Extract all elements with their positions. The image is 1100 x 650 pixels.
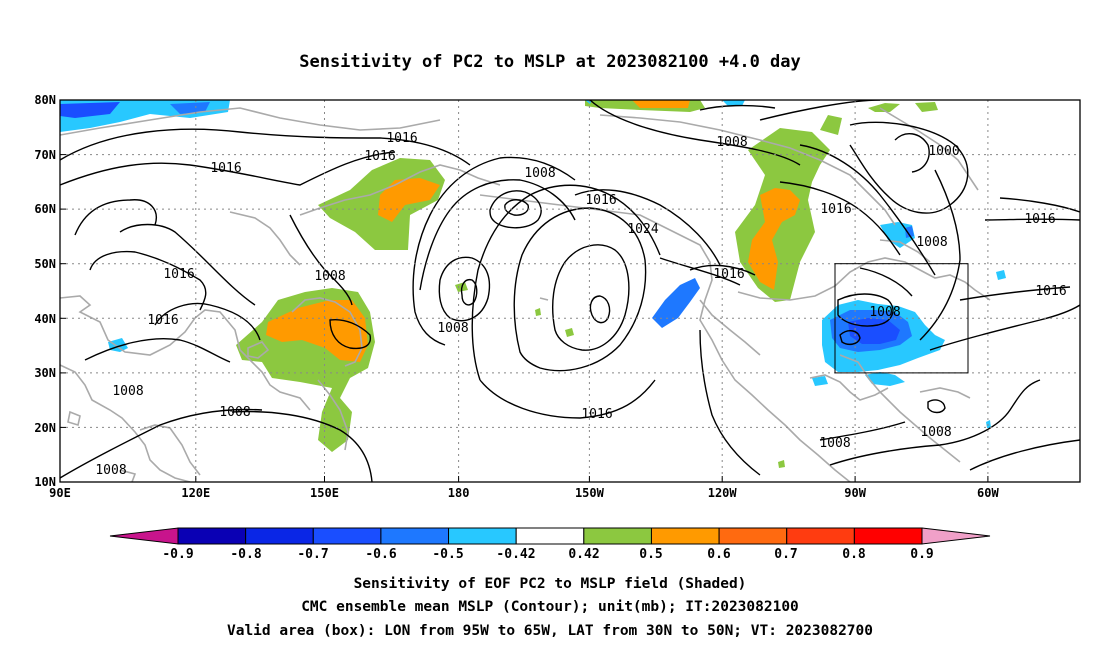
map-title: Sensitivity of PC2 to MSLP at 2023082100… (299, 52, 801, 72)
colorbar-label: -0.42 (496, 547, 535, 562)
lat-label: 40N (34, 312, 56, 326)
contour-label: 1008 (819, 436, 850, 451)
lat-ticks (60, 99, 66, 483)
contour-label: 1008 (112, 384, 143, 399)
map-area: 1016 1016 1016 1008 1016 1024 1008 1016 … (60, 100, 1080, 482)
lat-label: 80N (34, 93, 56, 107)
colorbar-cells (177, 527, 923, 545)
lon-labels: 90E 120E 150E 180 150W 120W 90W 60W (49, 486, 999, 500)
colorbar-label: -0.5 (432, 547, 463, 562)
colorbar-cell (583, 527, 652, 545)
lon-label: 60W (977, 486, 999, 500)
lon-label: 90E (49, 486, 71, 500)
contour-label: 1016 (820, 202, 851, 217)
contour-label: 1016 (163, 267, 194, 282)
contour-label: 1008 (920, 425, 951, 440)
lat-label: 60N (34, 202, 56, 216)
contour-labels: 1016 1016 1016 1008 1016 1024 1008 1016 … (95, 131, 1066, 478)
colorbar-cell (177, 527, 247, 545)
colorbar-label: 0.42 (568, 547, 599, 562)
colorbar-label: -0.8 (230, 547, 261, 562)
colorbar-cell (245, 527, 314, 545)
contour-label: 1016 (364, 149, 395, 164)
contour-label: 1016 (210, 161, 241, 176)
colorbar-label: 0.9 (910, 547, 933, 562)
colorbar-cell (718, 527, 788, 545)
lon-label: 150W (575, 486, 605, 500)
contour-label: 1008 (314, 269, 345, 284)
contour-label: 1008 (916, 235, 947, 250)
colorbar-cell (650, 527, 720, 545)
colorbar-label: -0.7 (297, 547, 328, 562)
lat-label: 20N (34, 421, 56, 435)
colorbar-label: 0.6 (707, 547, 731, 562)
contour-label: 1016 (1024, 212, 1055, 227)
mslp-contours (60, 100, 1080, 482)
colorbar-cell (515, 527, 585, 545)
lat-label: 50N (34, 257, 56, 271)
colorbar-labels: -0.9 -0.8 -0.7 -0.6 -0.5 -0.42 0.42 0.5 … (162, 547, 933, 562)
contour-label: 1016 (147, 313, 178, 328)
colorbar-low-extend (109, 527, 179, 545)
colorbar-high-extend (921, 527, 991, 545)
colorbar-cell (448, 527, 517, 545)
contour-label: 1008 (524, 166, 555, 181)
colorbar-label: 0.5 (639, 547, 662, 562)
caption-line-2: CMC ensemble mean MSLP (Contour); unit(m… (301, 599, 799, 615)
colorbar-cell (786, 527, 855, 545)
caption: Sensitivity of EOF PC2 to MSLP field (Sh… (227, 576, 873, 639)
coastlines (60, 107, 991, 482)
contour-label: 1000 (928, 144, 959, 159)
contour-label: 1016 (713, 267, 744, 282)
lon-label: 90W (844, 486, 866, 500)
colorbar-cell (312, 527, 382, 545)
contour-label: 1008 (95, 463, 126, 478)
map-gridlines (60, 100, 1080, 482)
contour-label: 1016 (581, 407, 612, 422)
lon-ticks (59, 476, 989, 482)
contour-label: 1008 (716, 135, 747, 150)
caption-line-3: Valid area (box): LON from 95W to 65W, L… (227, 623, 873, 639)
valid-area-box (834, 263, 969, 374)
lat-label: 70N (34, 148, 56, 162)
contour-label: 1008 (869, 305, 900, 320)
colorbar-label: -0.6 (365, 547, 396, 562)
colorbar-cell (380, 527, 450, 545)
colorbar-label: 0.7 (774, 547, 797, 562)
colorbar-cell (853, 527, 923, 545)
colorbar-label: 0.8 (842, 547, 866, 562)
contour-label: 1016 (585, 193, 616, 208)
contour-label: 1016 (1035, 284, 1066, 299)
colorbar: -0.9 -0.8 -0.7 -0.6 -0.5 -0.42 0.42 0.5 … (109, 527, 991, 562)
lon-label: 150E (310, 486, 339, 500)
contour-label: 1024 (627, 222, 658, 237)
lon-label: 120E (181, 486, 210, 500)
contour-label: 1008 (437, 321, 468, 336)
map-frame (59, 99, 1081, 483)
contour-label: 1008 (219, 405, 250, 420)
lat-labels: 80N 70N 60N 50N 40N 30N 20N 10N (34, 93, 56, 489)
lon-label: 120W (708, 486, 738, 500)
lat-label: 10N (34, 475, 56, 489)
contour-label: 1016 (386, 131, 417, 146)
caption-line-1: Sensitivity of EOF PC2 to MSLP field (Sh… (354, 576, 747, 592)
lon-label: 180 (448, 486, 470, 500)
colorbar-label: -0.9 (162, 547, 193, 562)
lat-label: 30N (34, 366, 56, 380)
